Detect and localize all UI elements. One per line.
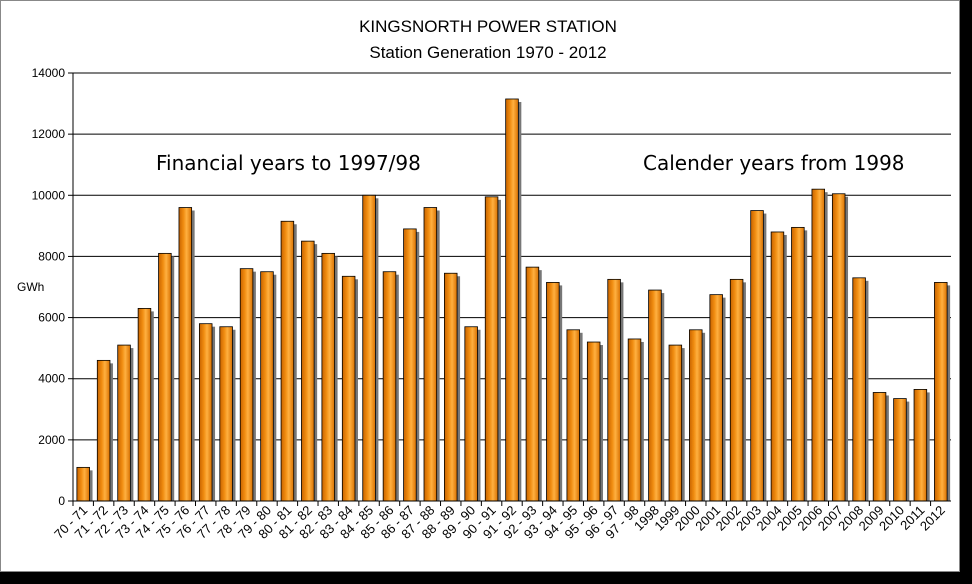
bar: [117, 344, 131, 502]
bar: [301, 240, 315, 502]
bar: [403, 228, 417, 502]
bar: [382, 271, 397, 502]
y-tick-labels: 0 2000 4000 6000 8000 10000 12000 14000: [32, 66, 66, 508]
bar: [76, 466, 90, 502]
bar: [566, 329, 580, 502]
bar: [811, 188, 826, 502]
bar: [668, 344, 683, 502]
bar: [791, 226, 805, 502]
chart-frame: KINGSNORTH POWER STATION Station Generat…: [0, 0, 960, 572]
bar: [198, 323, 213, 502]
chart: KINGSNORTH POWER STATION Station Generat…: [17, 17, 951, 542]
bar: [627, 338, 642, 502]
bar: [750, 210, 764, 502]
y-tick-label: 0: [58, 494, 65, 508]
bar: [709, 294, 723, 502]
y-tick-label: 14000: [32, 66, 66, 80]
bar: [341, 275, 356, 502]
bar: [913, 389, 928, 502]
bar: [444, 272, 458, 502]
chart-subtitle: Station Generation 1970 - 2012: [369, 43, 606, 62]
bar: [831, 193, 846, 502]
bar: [321, 252, 335, 502]
bar: [239, 268, 254, 502]
bar: [607, 278, 621, 502]
bars: [76, 98, 951, 502]
y-tick-label: 2000: [38, 433, 65, 447]
annotation-calendar-years: Calender years from 1998: [643, 151, 905, 175]
bar: [423, 207, 438, 502]
y-axis-label: GWh: [17, 280, 44, 294]
y-tick-label: 4000: [38, 372, 65, 386]
y-tick-label: 10000: [32, 188, 66, 202]
axes: [72, 73, 951, 506]
bar: [852, 277, 866, 502]
bar: [729, 278, 744, 502]
bar: [464, 326, 478, 502]
bar: [934, 282, 948, 502]
bar: [484, 196, 499, 502]
bar: [505, 98, 519, 502]
bar: [525, 266, 540, 502]
bar: [178, 207, 193, 502]
bar: [893, 398, 907, 502]
bar: [770, 231, 785, 502]
bar: [872, 392, 887, 502]
bar: [689, 329, 703, 502]
chart-title: KINGSNORTH POWER STATION: [359, 17, 617, 36]
y-tick-label: 8000: [38, 249, 65, 263]
bar: [280, 220, 295, 502]
bar: [362, 194, 376, 502]
annotation-financial-years: Financial years to 1997/98: [156, 151, 421, 175]
bar: [546, 282, 560, 502]
bar: [158, 252, 172, 502]
bar: [260, 271, 274, 502]
y-tick-label: 6000: [38, 311, 65, 325]
bar: [648, 289, 662, 502]
bar: [137, 307, 152, 502]
bar: [96, 359, 111, 502]
bar: [586, 341, 601, 502]
bar: [219, 326, 233, 502]
y-tick-label: 12000: [32, 127, 66, 141]
